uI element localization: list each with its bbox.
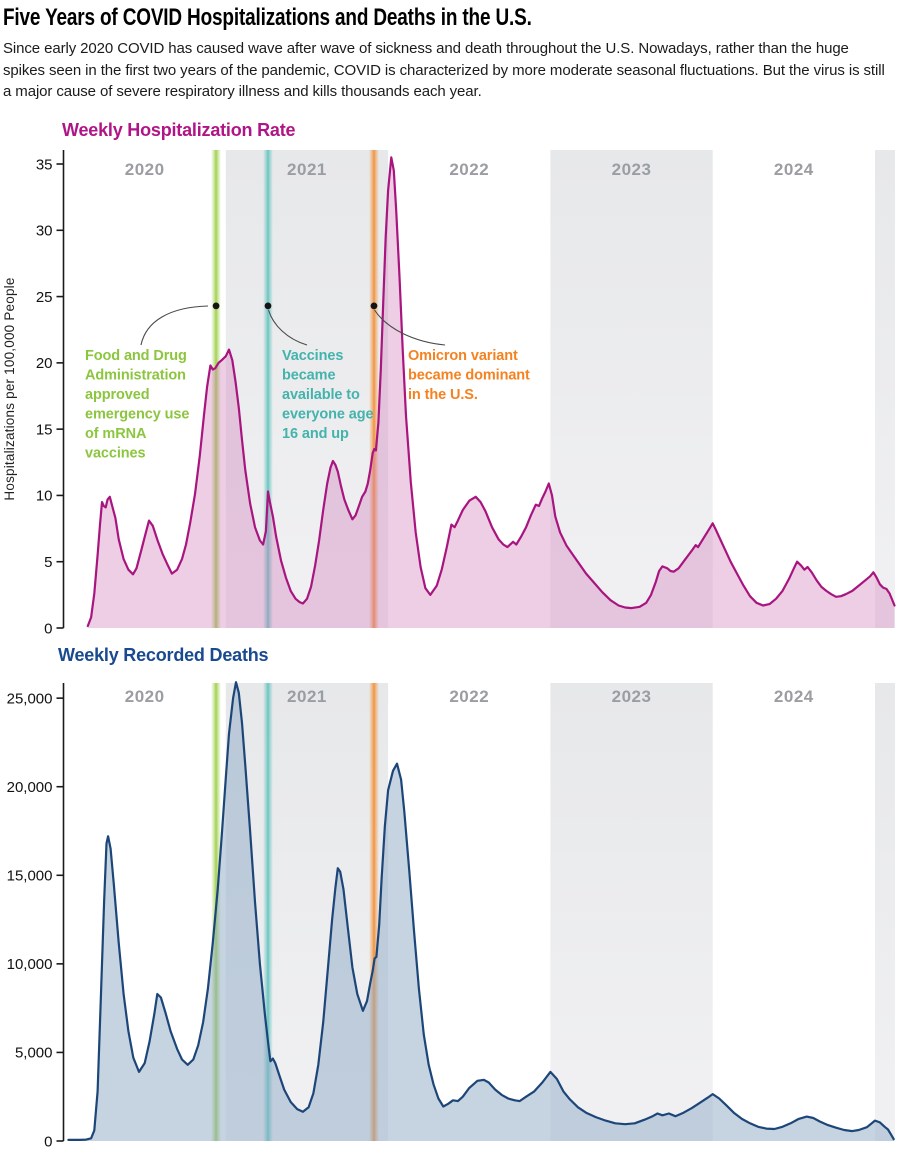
deaths-chart: 2020 2021 2022 2023 2024 0 5,000 10,000 15,000 20… [7,681,895,1150]
y-tick-label-5,000: 5,000 [15,1045,53,1062]
y-tick-label-10,000: 10,000 [7,956,53,973]
year-label-2022: 2022 [449,160,489,179]
annotation-label-vaccines-available-16-up: Vaccines became available to everyone age 16… [282,348,374,442]
year-label-2023: 2023 [612,687,652,706]
annotation-dot-vaccines-available-16-up [264,302,272,310]
year-label-2021: 2021 [287,687,327,706]
annotation-dot-omicron-dominant [370,302,378,310]
annotation-connector-omicron-dominant [374,309,446,346]
year-label-2021: 2021 [287,160,327,179]
annotation-label-fda-mrna-emergency-use: Food and Drug Administration approved emerg… [85,348,189,462]
hospitalization-chart-title: Weekly Hospitalization Rate [62,120,296,140]
y-tick-label-30: 30 [36,223,53,240]
annotation-dot-fda-mrna-emergency-use [212,302,220,310]
year-label-2024: 2024 [774,160,814,179]
y-tick-label-0: 0 [44,620,52,637]
y-tick-label-5: 5 [44,554,52,571]
annotation-connector-fda-mrna-emergency-use [140,305,209,346]
y-tick-label-35: 35 [36,156,53,173]
year-label-2020: 2020 [125,160,165,179]
page-subtitle: Since early 2020 COVID has caused wave a… [3,40,885,100]
y-axis-title: Hospitalizations per 100,000 People [2,277,17,500]
year-band-2023 [550,150,713,628]
event-band-vaccines-available-16-up [263,150,273,628]
year-band-2025 [875,150,895,628]
year-label-2020: 2020 [125,687,165,706]
deaths-area [68,682,894,1141]
hospitalizations-line [86,156,896,628]
y-tick-label-20,000: 20,000 [7,779,53,796]
y-tick-label-25: 25 [36,289,53,306]
y-tick-label-0: 0 [44,1133,52,1150]
year-label-2024: 2024 [774,687,814,706]
event-band-omicron-dominant [369,683,379,1141]
y-tick-label-10: 10 [36,488,53,505]
y-tick-label-25,000: 25,000 [7,690,53,707]
event-band-fda-mrna-emergency-use [211,150,221,628]
page-title: Five Years of COVID Hospitalizations and… [3,4,532,31]
deaths-chart-title: Weekly Recorded Deaths [58,645,269,665]
year-band-2021 [225,150,389,628]
deaths-line [67,681,895,1141]
year-label-2022: 2022 [449,687,489,706]
year-band-2023 [550,683,713,1141]
year-label-2023: 2023 [612,160,652,179]
hospitalizations-area [87,157,895,628]
annotation-label-omicron-dominant: Omicron variant became dominant in the U.S… [408,348,530,403]
y-tick-label-15: 15 [36,421,53,438]
y-tick-label-20: 20 [36,355,53,372]
event-band-omicron-dominant [369,150,379,628]
y-tick-label-15,000: 15,000 [7,868,53,885]
annotation-connector-vaccines-available-16-up [267,309,308,346]
year-band-2025 [875,683,895,1141]
hospitalization-chart: 2020 2021 2022 2023 2024 0 5 10 15 20 25 30 35 Hospit… [2,150,896,637]
event-band-vaccines-available-16-up [263,683,273,1141]
